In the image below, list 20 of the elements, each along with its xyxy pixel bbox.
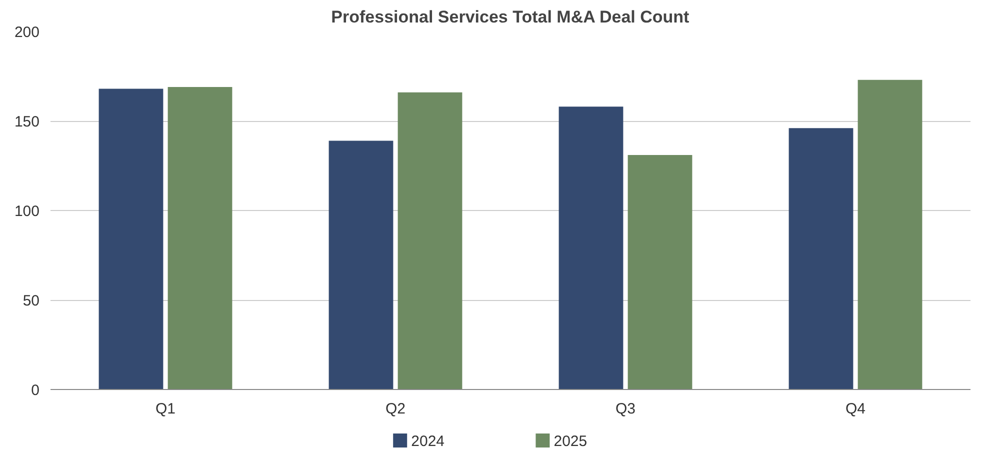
bar: [858, 80, 922, 390]
bar: [558, 106, 624, 390]
bar: [168, 86, 232, 390]
legend-label: 2025: [554, 433, 588, 450]
x-tick-label: Q3: [615, 400, 636, 418]
x-tick-label: Q2: [385, 400, 406, 418]
bar: [788, 128, 854, 390]
bar: [398, 92, 462, 390]
x-tick-label: Q4: [845, 400, 866, 418]
legend-label: 2024: [411, 433, 445, 450]
chart-title: Professional Services Total M&A Deal Count: [331, 8, 690, 26]
y-tick-label: 0: [31, 382, 40, 399]
bar: [328, 140, 394, 390]
bar: [628, 155, 692, 390]
x-tick-label: Q1: [155, 400, 176, 418]
y-tick-label: 50: [22, 292, 40, 310]
y-tick-label: 100: [14, 203, 40, 220]
bar: [98, 88, 164, 390]
y-tick-label: 150: [14, 114, 40, 130]
y-tick-label: 200: [14, 24, 40, 41]
